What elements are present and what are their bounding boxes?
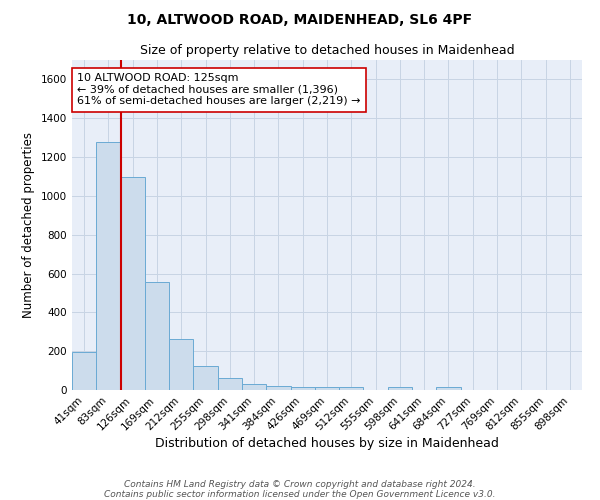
Title: Size of property relative to detached houses in Maidenhead: Size of property relative to detached ho…	[140, 44, 514, 58]
Bar	[388, 388, 412, 390]
Bar	[169, 338, 193, 390]
X-axis label: Distribution of detached houses by size in Maidenhead: Distribution of detached houses by size …	[155, 438, 499, 450]
Text: 10, ALTWOOD ROAD, MAIDENHEAD, SL6 4PF: 10, ALTWOOD ROAD, MAIDENHEAD, SL6 4PF	[127, 12, 473, 26]
Y-axis label: Number of detached properties: Number of detached properties	[22, 132, 35, 318]
Bar	[218, 378, 242, 390]
Bar	[266, 386, 290, 390]
Text: Contains HM Land Registry data © Crown copyright and database right 2024.
Contai: Contains HM Land Registry data © Crown c…	[104, 480, 496, 499]
Bar	[339, 388, 364, 390]
Bar	[145, 282, 169, 390]
Bar	[242, 384, 266, 390]
Text: 10 ALTWOOD ROAD: 125sqm
← 39% of detached houses are smaller (1,396)
61% of semi: 10 ALTWOOD ROAD: 125sqm ← 39% of detache…	[77, 73, 361, 106]
Bar	[96, 142, 121, 390]
Bar	[193, 366, 218, 390]
Bar	[315, 388, 339, 390]
Bar	[436, 386, 461, 390]
Bar	[121, 178, 145, 390]
Bar	[290, 388, 315, 390]
Bar	[72, 352, 96, 390]
